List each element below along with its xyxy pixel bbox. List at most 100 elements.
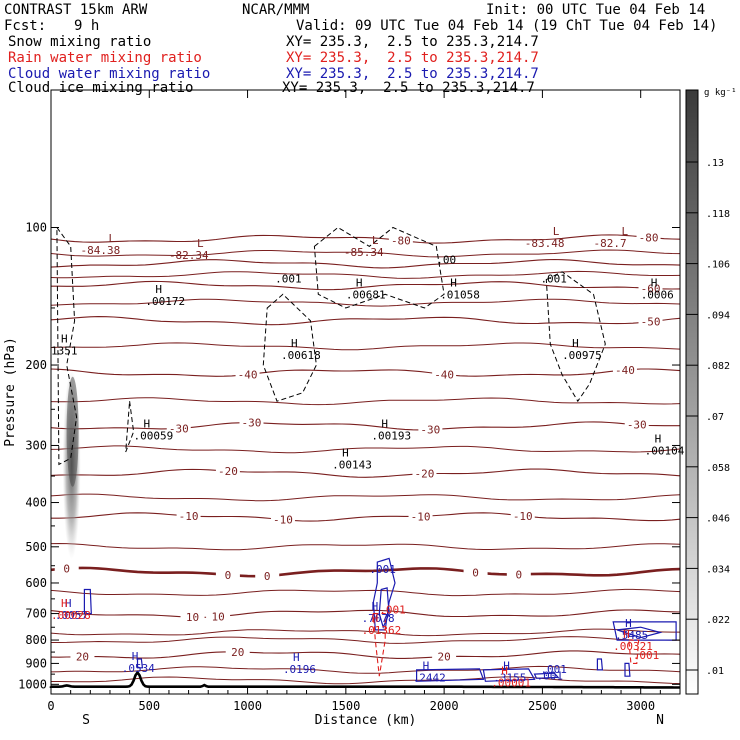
isotherm-line bbox=[50, 397, 681, 406]
isotherm-line bbox=[50, 650, 681, 659]
isotherm-line bbox=[50, 342, 681, 351]
y-tick-label: 500 bbox=[25, 540, 47, 554]
fcst-label: Fcst: bbox=[4, 18, 47, 34]
isotherm-label: -80 bbox=[639, 231, 659, 244]
cloud-water-max-marker: H bbox=[65, 597, 72, 610]
isotherm-label-bg bbox=[624, 418, 649, 430]
field-cloudwater-xy: XY= 235.3, 2.5 to 235.3,214.7 bbox=[286, 66, 539, 82]
cloud-water-contour-label: .001 bbox=[369, 563, 396, 576]
isotherm-line bbox=[50, 665, 681, 674]
isotherm-label-bg bbox=[510, 509, 535, 521]
terrain-line bbox=[49, 670, 680, 689]
isotherm-label-bg bbox=[166, 422, 191, 434]
plot-frame bbox=[50, 89, 681, 695]
colorbar-label: .082 bbox=[706, 361, 730, 372]
y-tick-label: 900 bbox=[25, 656, 47, 670]
cloud-water-max-label: .0196 bbox=[283, 663, 316, 676]
rain-max-label: .00028 bbox=[51, 609, 91, 622]
snow-contour bbox=[262, 293, 317, 402]
temperature-min-marker: L bbox=[108, 232, 115, 245]
cloud-water-contour bbox=[378, 587, 390, 629]
isotherm-label-bg bbox=[215, 568, 240, 580]
colorbar-label: .13 bbox=[706, 158, 724, 169]
cloud-water-contour bbox=[596, 658, 604, 671]
isotherm-label-bg bbox=[408, 510, 433, 522]
cloud-water-max-marker: H bbox=[503, 659, 510, 672]
rain-contour-label: .001 bbox=[633, 649, 660, 662]
cloud-water-max-label: .0534 bbox=[122, 662, 155, 675]
isotherm-label: 10 bbox=[186, 611, 199, 624]
isotherm-line bbox=[51, 512, 681, 522]
snow-max-label: .00059 bbox=[134, 429, 174, 442]
isotherm-label: -40 bbox=[434, 368, 454, 381]
cloud-water-contour bbox=[416, 668, 485, 682]
isotherm-label: 0 bbox=[516, 568, 523, 581]
cloud-water-max-label: .0057 bbox=[55, 609, 88, 622]
y-tick-label: 600 bbox=[25, 576, 47, 590]
isotherm-label-bg bbox=[388, 234, 413, 246]
x-tick-label: 1500 bbox=[331, 699, 360, 713]
isotherm-label: 0 bbox=[225, 569, 232, 582]
snow-contour-label: .001 bbox=[275, 273, 302, 286]
snow-max-marker: H bbox=[61, 333, 68, 346]
snow-contour-label: .001 bbox=[540, 273, 567, 286]
colorbar-label: .034 bbox=[706, 564, 730, 575]
field-cloudice-xy: XY= 235.3, 2.5 to 235.3,214.7 bbox=[282, 80, 535, 96]
cloud-water-max-marker: H bbox=[132, 650, 139, 663]
cloud-water-contour bbox=[83, 588, 92, 615]
temperature-min-label: -83.48 bbox=[525, 237, 565, 250]
isotherm-label-bg bbox=[506, 568, 531, 580]
rain-contour-label: .001 bbox=[379, 604, 406, 617]
cloud-water-max-label: .2442 bbox=[413, 671, 446, 684]
isotherm-label: 0 bbox=[264, 570, 271, 583]
isotherm-line bbox=[50, 588, 681, 597]
snow-max-label: .00193 bbox=[371, 429, 411, 442]
cloud-water-contour-label: .001 bbox=[540, 663, 567, 676]
isotherm-label: -30 bbox=[242, 417, 262, 430]
temperature-min-marker: L bbox=[622, 225, 629, 238]
isotherm-line bbox=[51, 676, 681, 685]
isotherm-line bbox=[50, 445, 681, 454]
isotherm-label-bg bbox=[463, 566, 488, 578]
isotherm-label-bg bbox=[54, 562, 79, 574]
isotherm-line bbox=[51, 636, 681, 644]
colorbar-unit: g kg⁻¹ bbox=[704, 88, 737, 98]
x-end-label-south: S bbox=[82, 713, 90, 728]
temperature-min-marker: L bbox=[197, 237, 204, 250]
x-end-label-north: N bbox=[656, 713, 664, 728]
cloud-water-max-marker: H bbox=[423, 659, 430, 672]
x-tick-label: 2500 bbox=[528, 699, 557, 713]
isotherm-label: -10 bbox=[513, 510, 533, 523]
rain-max-marker: H bbox=[623, 628, 630, 641]
y-axis-title: Pressure (hPa) bbox=[3, 337, 18, 447]
rain-max-label: .01362 bbox=[362, 624, 402, 637]
snow-max-marker: H bbox=[144, 417, 151, 430]
model-title: CONTRAST 15km ARW bbox=[4, 2, 148, 18]
isotherm-label: -10 bbox=[411, 510, 431, 523]
isotherm-label: -50 bbox=[641, 316, 661, 329]
isotherm-line bbox=[50, 316, 681, 326]
isotherm-label-bg bbox=[70, 650, 95, 662]
isotherm-label: -80 bbox=[391, 235, 411, 248]
isotherm-line bbox=[50, 234, 681, 244]
snow-max-label: .00681 bbox=[346, 288, 386, 301]
cloud-ice-core bbox=[66, 376, 79, 487]
rain-max-label: .00321 bbox=[613, 640, 653, 653]
isotherm-label: -60 bbox=[641, 282, 661, 295]
isotherm-line bbox=[50, 368, 681, 377]
cloud-water-max-marker: H bbox=[372, 600, 379, 613]
temperature-min-label: -82.34 bbox=[169, 249, 209, 262]
isotherm-label-bg bbox=[225, 645, 250, 657]
rain-max-label: .00001 bbox=[491, 676, 531, 689]
snow-max-marker: H bbox=[655, 433, 662, 446]
isotherm-label: -10 bbox=[273, 514, 293, 527]
field-cloudice-name: Cloud ice mixing ratio bbox=[8, 80, 194, 96]
isotherm-line bbox=[50, 468, 681, 478]
isotherm-label: -40 bbox=[615, 364, 635, 377]
snow-max-label: .01058 bbox=[440, 288, 480, 301]
x-tick-label: 0 bbox=[47, 699, 54, 713]
isotherm-label: -20 bbox=[415, 468, 435, 481]
isotherm-label: 0 bbox=[63, 562, 70, 575]
isotherm-line bbox=[50, 249, 681, 258]
isotherm-label: 20 bbox=[231, 646, 244, 659]
